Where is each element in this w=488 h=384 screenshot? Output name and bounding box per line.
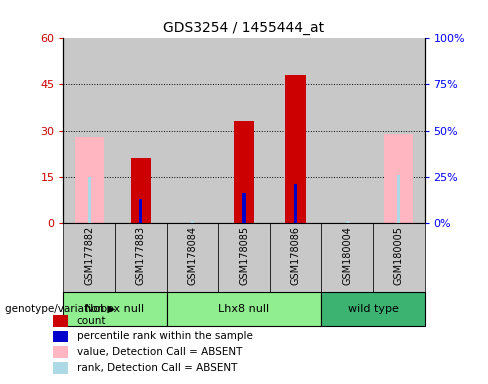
Bar: [166, 38, 218, 223]
Bar: [285, 75, 306, 223]
Bar: [373, 38, 425, 223]
Bar: [322, 38, 373, 223]
Text: GSM177882: GSM177882: [84, 226, 94, 285]
Bar: [53, 315, 68, 327]
Bar: [63, 223, 115, 292]
Text: genotype/variation ▶: genotype/variation ▶: [5, 304, 115, 314]
Title: GDS3254 / 1455444_at: GDS3254 / 1455444_at: [163, 21, 325, 35]
Bar: [270, 223, 322, 292]
Bar: [243, 193, 245, 223]
Bar: [75, 137, 103, 223]
Bar: [130, 158, 151, 223]
Bar: [218, 223, 270, 292]
Bar: [270, 38, 322, 223]
Bar: [346, 221, 349, 223]
Bar: [373, 223, 425, 292]
Bar: [53, 362, 68, 374]
Text: GSM178085: GSM178085: [239, 226, 249, 285]
Bar: [234, 121, 254, 223]
Text: percentile rank within the sample: percentile rank within the sample: [77, 331, 253, 341]
Text: wild type: wild type: [347, 304, 398, 314]
Bar: [322, 223, 373, 292]
Bar: [139, 199, 142, 223]
Bar: [166, 223, 218, 292]
Bar: [191, 221, 194, 223]
Bar: [115, 223, 166, 292]
Bar: [63, 38, 115, 223]
Bar: [322, 292, 425, 326]
Text: GSM180005: GSM180005: [394, 226, 404, 285]
Bar: [88, 177, 91, 223]
Text: GSM178086: GSM178086: [290, 226, 301, 285]
Bar: [63, 292, 166, 326]
Bar: [294, 184, 297, 223]
Text: GSM180004: GSM180004: [342, 226, 352, 285]
Bar: [218, 38, 270, 223]
Text: GSM177883: GSM177883: [136, 226, 146, 285]
Bar: [385, 134, 413, 223]
Bar: [397, 175, 400, 223]
Bar: [166, 292, 322, 326]
Text: count: count: [77, 316, 106, 326]
Text: value, Detection Call = ABSENT: value, Detection Call = ABSENT: [77, 347, 242, 357]
Bar: [115, 38, 166, 223]
Bar: [53, 346, 68, 358]
Text: GSM178084: GSM178084: [187, 226, 198, 285]
Text: rank, Detection Call = ABSENT: rank, Detection Call = ABSENT: [77, 363, 237, 373]
Text: Nobox null: Nobox null: [85, 304, 144, 314]
Text: Lhx8 null: Lhx8 null: [219, 304, 269, 314]
Bar: [53, 331, 68, 343]
